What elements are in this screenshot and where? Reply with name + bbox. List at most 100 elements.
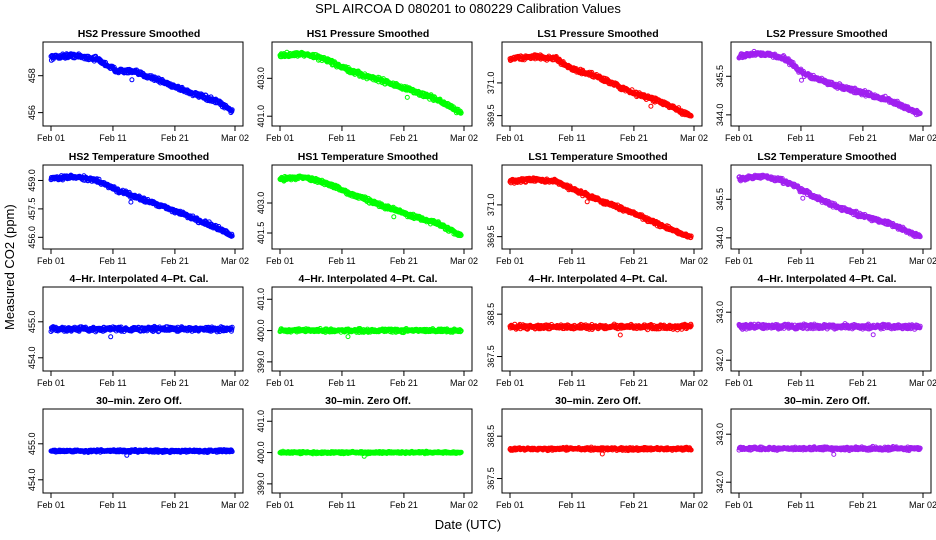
- x-tick-label: Feb 21: [390, 378, 418, 388]
- x-tick-label: Feb 21: [849, 256, 877, 266]
- data-point: [917, 110, 923, 116]
- x-tick-label: Feb 11: [787, 133, 814, 143]
- data-point: [128, 199, 134, 205]
- y-tick-label: 345.5: [715, 188, 725, 211]
- plot-frame: [271, 164, 473, 250]
- x-tick-label: Feb 21: [161, 256, 189, 266]
- panel-title: HS2 Pressure Smoothed: [78, 28, 201, 40]
- x-tick-label: Mar 02: [450, 133, 478, 143]
- panel-5: HS2 Temperature Smoothed Feb 01 Feb 11 Feb …: [27, 151, 249, 266]
- data-point: [458, 110, 464, 116]
- x-tick-label: Feb 21: [620, 378, 648, 388]
- y-tick-label: 344.0: [715, 104, 725, 127]
- data-point: [391, 214, 397, 220]
- panel-title: HS2 Temperature Smoothed: [69, 151, 209, 163]
- x-tick-label: Mar 02: [909, 133, 936, 143]
- x-tick-label: Feb 01: [496, 378, 524, 388]
- x-tick-label: Feb 11: [558, 133, 585, 143]
- panel-title: HS1 Pressure Smoothed: [307, 28, 430, 40]
- x-tick-label: Mar 02: [450, 378, 478, 388]
- x-tick-label: Feb 21: [390, 256, 418, 266]
- x-tick-label: Feb 11: [328, 256, 355, 266]
- x-tick-label: Feb 11: [328, 133, 355, 143]
- data-point: [648, 103, 654, 109]
- data-points: [507, 52, 694, 119]
- x-tick-label: Feb 21: [849, 133, 877, 143]
- x-tick-label: Feb 11: [558, 256, 585, 266]
- x-tick-label: Feb 11: [99, 256, 126, 266]
- data-points: [277, 49, 464, 116]
- data-point: [799, 77, 804, 83]
- data-points: [48, 51, 235, 116]
- x-tick-label: Feb 01: [266, 133, 294, 143]
- x-tick-label: Feb 21: [620, 133, 648, 143]
- data-points: [48, 323, 235, 340]
- x-tick-label: Mar 02: [221, 378, 249, 388]
- y-tick-label: 399.0: [256, 351, 266, 374]
- data-point: [229, 233, 235, 239]
- x-tick-label: Feb 11: [328, 378, 355, 388]
- y-tick-label: 403.0: [256, 192, 266, 215]
- y-tick-label: 401.5: [256, 222, 266, 245]
- data-point: [108, 334, 114, 340]
- y-tick-label: 369.5: [486, 225, 496, 248]
- data-points: [736, 48, 923, 118]
- data-point: [800, 195, 806, 201]
- plot-frame: [42, 41, 244, 127]
- y-tick-label: 345.5: [715, 65, 725, 88]
- data-points: [736, 172, 923, 240]
- panel-title: 4–Hr. Interpolated 4–Pt. Cal.: [758, 273, 897, 285]
- y-tick-label: 368.5: [486, 303, 496, 326]
- y-tick-label: 454.0: [27, 347, 37, 370]
- y-tick-label: 456: [27, 105, 37, 120]
- data-points: [277, 173, 464, 239]
- data-point: [345, 334, 351, 340]
- x-tick-label: Feb 11: [99, 378, 126, 388]
- data-points: [277, 326, 464, 340]
- x-tick-label: Feb 01: [496, 133, 524, 143]
- x-tick-label: Mar 02: [221, 256, 249, 266]
- x-tick-label: Mar 02: [450, 256, 478, 266]
- figure-title: SPL AIRCOA D 080201 to 080229 Calibratio…: [315, 1, 621, 16]
- panel-9: 4–Hr. Interpolated 4–Pt. Cal.Feb 01 Feb 1…: [27, 273, 249, 388]
- y-tick-label: 403.0: [256, 67, 266, 90]
- y-tick-label: 401.0: [256, 288, 266, 311]
- x-tick-label: Feb 11: [558, 378, 585, 388]
- x-axis-label: Date (UTC): [434, 517, 502, 532]
- y-tick-label: 401.0: [256, 105, 266, 128]
- x-tick-label: Mar 02: [221, 133, 249, 143]
- data-point: [617, 332, 623, 338]
- x-tick-label: Feb 21: [161, 133, 189, 143]
- y-tick-label: 458: [27, 68, 37, 83]
- x-tick-label: Feb 01: [266, 378, 294, 388]
- data-point: [129, 77, 135, 83]
- x-tick-label: Feb 01: [37, 133, 65, 143]
- y-tick-label: 344.0: [715, 227, 725, 250]
- panel-7: LS1 Temperature Smoothed Feb 01 Feb 11 Feb …: [486, 151, 708, 266]
- y-tick-label: 400.0: [256, 319, 266, 342]
- data-points: [48, 172, 235, 239]
- data-points: [507, 321, 694, 338]
- panel-12: 4–Hr. Interpolated 4–Pt. Cal.Feb 01 Feb 1…: [715, 273, 936, 388]
- y-tick-label: 371.0: [486, 72, 496, 95]
- panel-title: HS1 Temperature Smoothed: [298, 151, 438, 163]
- data-point: [229, 107, 235, 113]
- panel-title: LS1 Temperature Smoothed: [528, 151, 667, 163]
- x-tick-label: Mar 02: [909, 256, 936, 266]
- x-tick-label: Mar 02: [680, 133, 708, 143]
- x-tick-label: Feb 21: [161, 378, 189, 388]
- x-tick-label: Feb 01: [37, 256, 65, 266]
- data-points: [736, 321, 923, 338]
- data-point: [584, 199, 590, 205]
- panel-title: 4–Hr. Interpolated 4–Pt. Cal.: [299, 273, 438, 285]
- data-point: [458, 232, 464, 238]
- y-tick-label: 369.5: [486, 104, 496, 127]
- x-tick-label: Feb 21: [620, 256, 648, 266]
- plot-frame: [730, 41, 932, 127]
- plot-frame: [501, 41, 703, 127]
- x-tick-label: Feb 01: [496, 256, 524, 266]
- y-tick-label: 456.0: [27, 226, 37, 249]
